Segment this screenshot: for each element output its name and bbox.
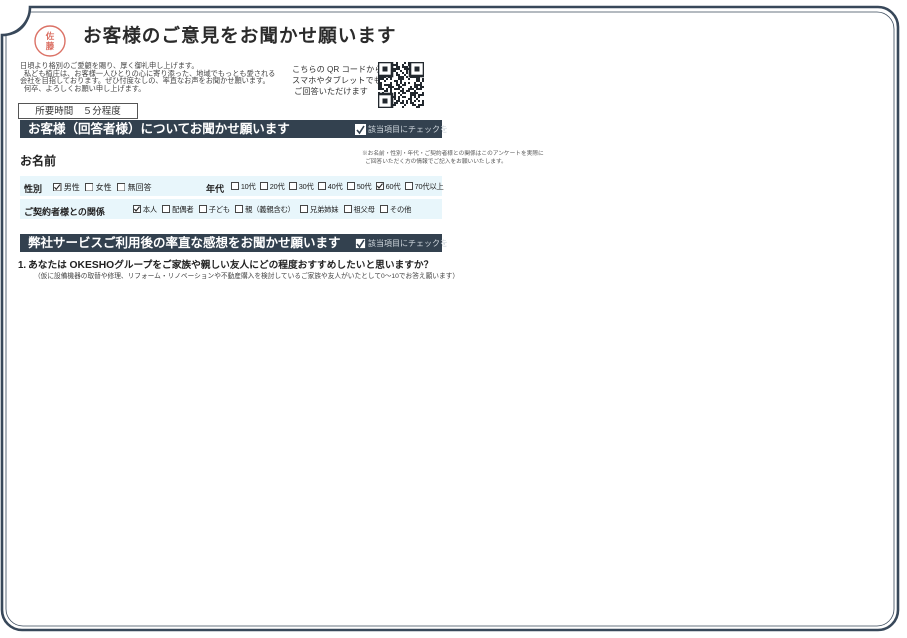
- svg-text:藤: 藤: [45, 41, 55, 51]
- svg-text:佐: 佐: [45, 31, 55, 41]
